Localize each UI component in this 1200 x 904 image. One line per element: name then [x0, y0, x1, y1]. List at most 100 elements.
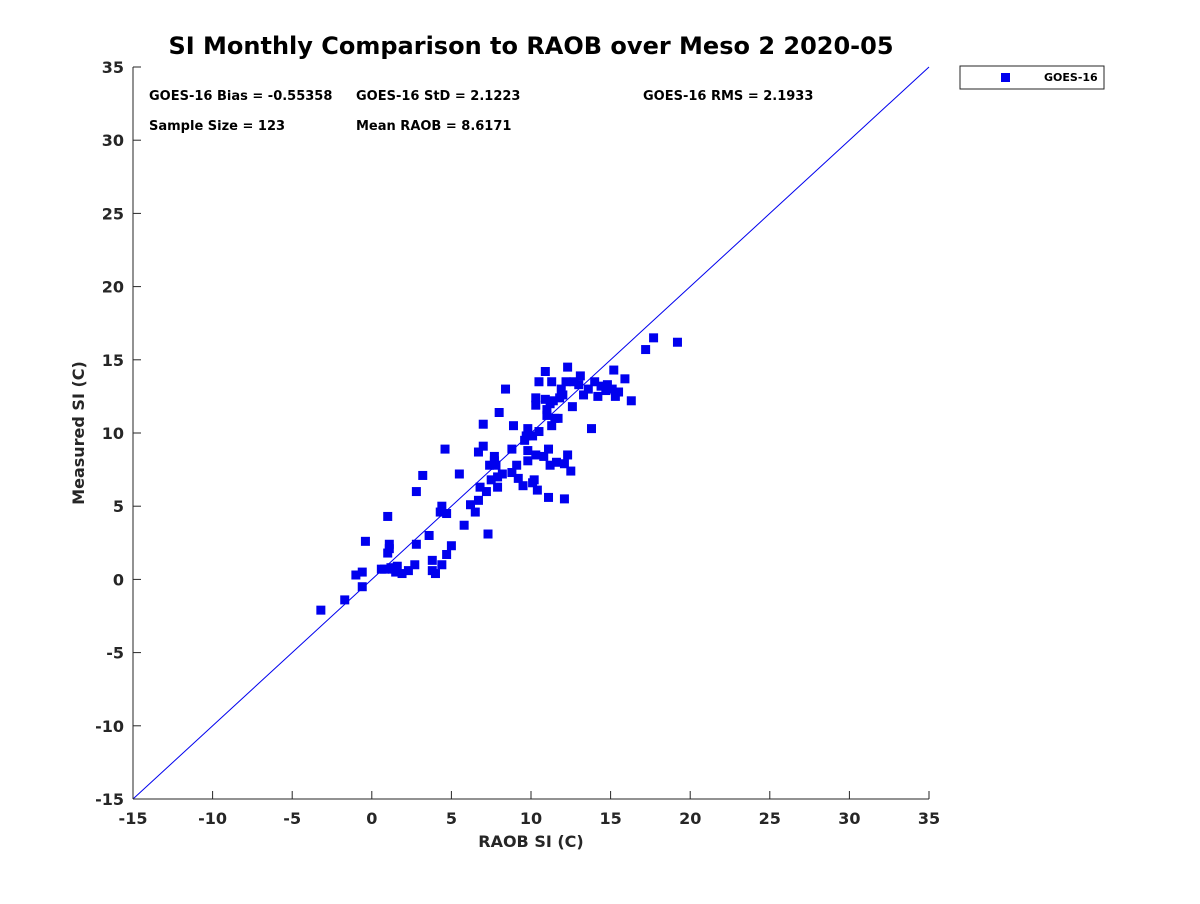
data-point: [672, 337, 682, 347]
data-point: [563, 362, 573, 372]
data-point: [626, 396, 636, 406]
data-point: [316, 605, 326, 615]
legend-label: GOES-16: [1044, 71, 1098, 84]
legend-box: [959, 65, 1105, 90]
data-point: [607, 384, 617, 394]
data-point: [569, 377, 579, 387]
stats-annotations: GOES-16 Bias = -0.55358 GOES-16 StD = 2.…: [149, 89, 813, 134]
data-point: [459, 520, 469, 530]
data-point: [427, 555, 437, 565]
x-tick-label: -10: [198, 809, 227, 828]
data-point: [553, 413, 563, 423]
data-point: [384, 539, 394, 549]
data-point: [531, 400, 541, 410]
x-tick-label: 25: [759, 809, 781, 828]
data-point: [614, 387, 624, 397]
data-point: [534, 427, 544, 437]
data-point: [360, 536, 370, 546]
data-point: [593, 391, 603, 401]
data-point: [575, 371, 585, 381]
y-tick-label: -10: [95, 717, 124, 736]
data-point: [534, 377, 544, 387]
data-point: [559, 494, 569, 504]
data-point: [601, 386, 611, 396]
legend: GOES-16: [959, 65, 1105, 90]
data-point: [620, 374, 630, 384]
data-point: [579, 390, 589, 400]
data-points: [316, 333, 682, 615]
data-point: [566, 466, 576, 476]
y-tick-label: 35: [102, 58, 124, 77]
x-tick-label: -15: [119, 809, 148, 828]
data-point: [392, 561, 402, 571]
data-point: [583, 384, 593, 394]
y-tick-label: 5: [113, 497, 124, 516]
data-point: [473, 495, 483, 505]
y-tick-label: -5: [106, 644, 124, 663]
y-tick-label: 0: [113, 570, 124, 589]
data-point: [531, 393, 541, 403]
data-point: [609, 365, 619, 375]
data-point: [542, 405, 552, 415]
data-point: [556, 384, 566, 394]
data-point: [531, 450, 541, 460]
data-point: [478, 419, 488, 429]
data-point: [493, 472, 503, 482]
stat-sample-size: Sample Size = 123: [149, 119, 285, 134]
data-point: [470, 507, 480, 517]
data-point: [411, 539, 421, 549]
data-point: [507, 468, 517, 478]
y-tick-label: 15: [102, 351, 124, 370]
x-tick-label: 5: [446, 809, 457, 828]
data-point: [437, 560, 447, 570]
data-point: [532, 485, 542, 495]
data-point: [446, 541, 456, 551]
data-point: [501, 384, 511, 394]
data-point: [424, 530, 434, 540]
axes: -15 -10 -5 0 5 10 15 20 25 30 35 -15 -10 -5 0 5 10 15 20 2…: [95, 58, 940, 828]
data-point: [351, 570, 361, 580]
data-point: [475, 482, 485, 492]
data-point: [513, 473, 523, 483]
y-axis-label: Measured SI (C): [69, 361, 88, 505]
data-point: [442, 509, 452, 519]
data-point: [442, 550, 452, 560]
data-point: [430, 569, 440, 579]
data-point: [418, 470, 428, 480]
data-point: [544, 444, 554, 454]
stat-rms: GOES-16 RMS = 2.1933: [643, 89, 813, 104]
x-tick-label: 10: [520, 809, 542, 828]
data-point: [357, 582, 367, 592]
chart-title: SI Monthly Comparison to RAOB over Meso …: [168, 32, 893, 60]
data-point: [494, 408, 504, 418]
y-tick-label: 10: [102, 424, 124, 443]
data-point: [383, 511, 393, 521]
data-point: [528, 431, 538, 441]
data-point: [586, 424, 596, 434]
stat-bias: GOES-16 Bias = -0.55358: [149, 89, 332, 104]
data-point: [454, 469, 464, 479]
data-point: [473, 447, 483, 457]
data-point: [596, 381, 606, 391]
data-point: [547, 377, 557, 387]
data-point: [542, 410, 552, 420]
y-tick-label: 20: [102, 278, 124, 297]
x-tick-label: -5: [283, 809, 301, 828]
data-point: [493, 482, 503, 492]
data-point: [410, 560, 420, 570]
data-point: [403, 566, 413, 576]
x-tick-label: 0: [366, 809, 377, 828]
data-point: [481, 487, 491, 497]
data-point: [507, 444, 517, 454]
data-point: [357, 567, 367, 577]
data-point: [440, 444, 450, 454]
data-point: [544, 492, 554, 502]
data-point: [551, 457, 561, 467]
data-point: [545, 460, 555, 470]
data-point: [508, 421, 518, 431]
data-point: [391, 567, 401, 577]
data-point: [485, 460, 495, 470]
data-point: [523, 456, 533, 466]
data-point: [435, 507, 445, 517]
data-point: [540, 394, 550, 404]
